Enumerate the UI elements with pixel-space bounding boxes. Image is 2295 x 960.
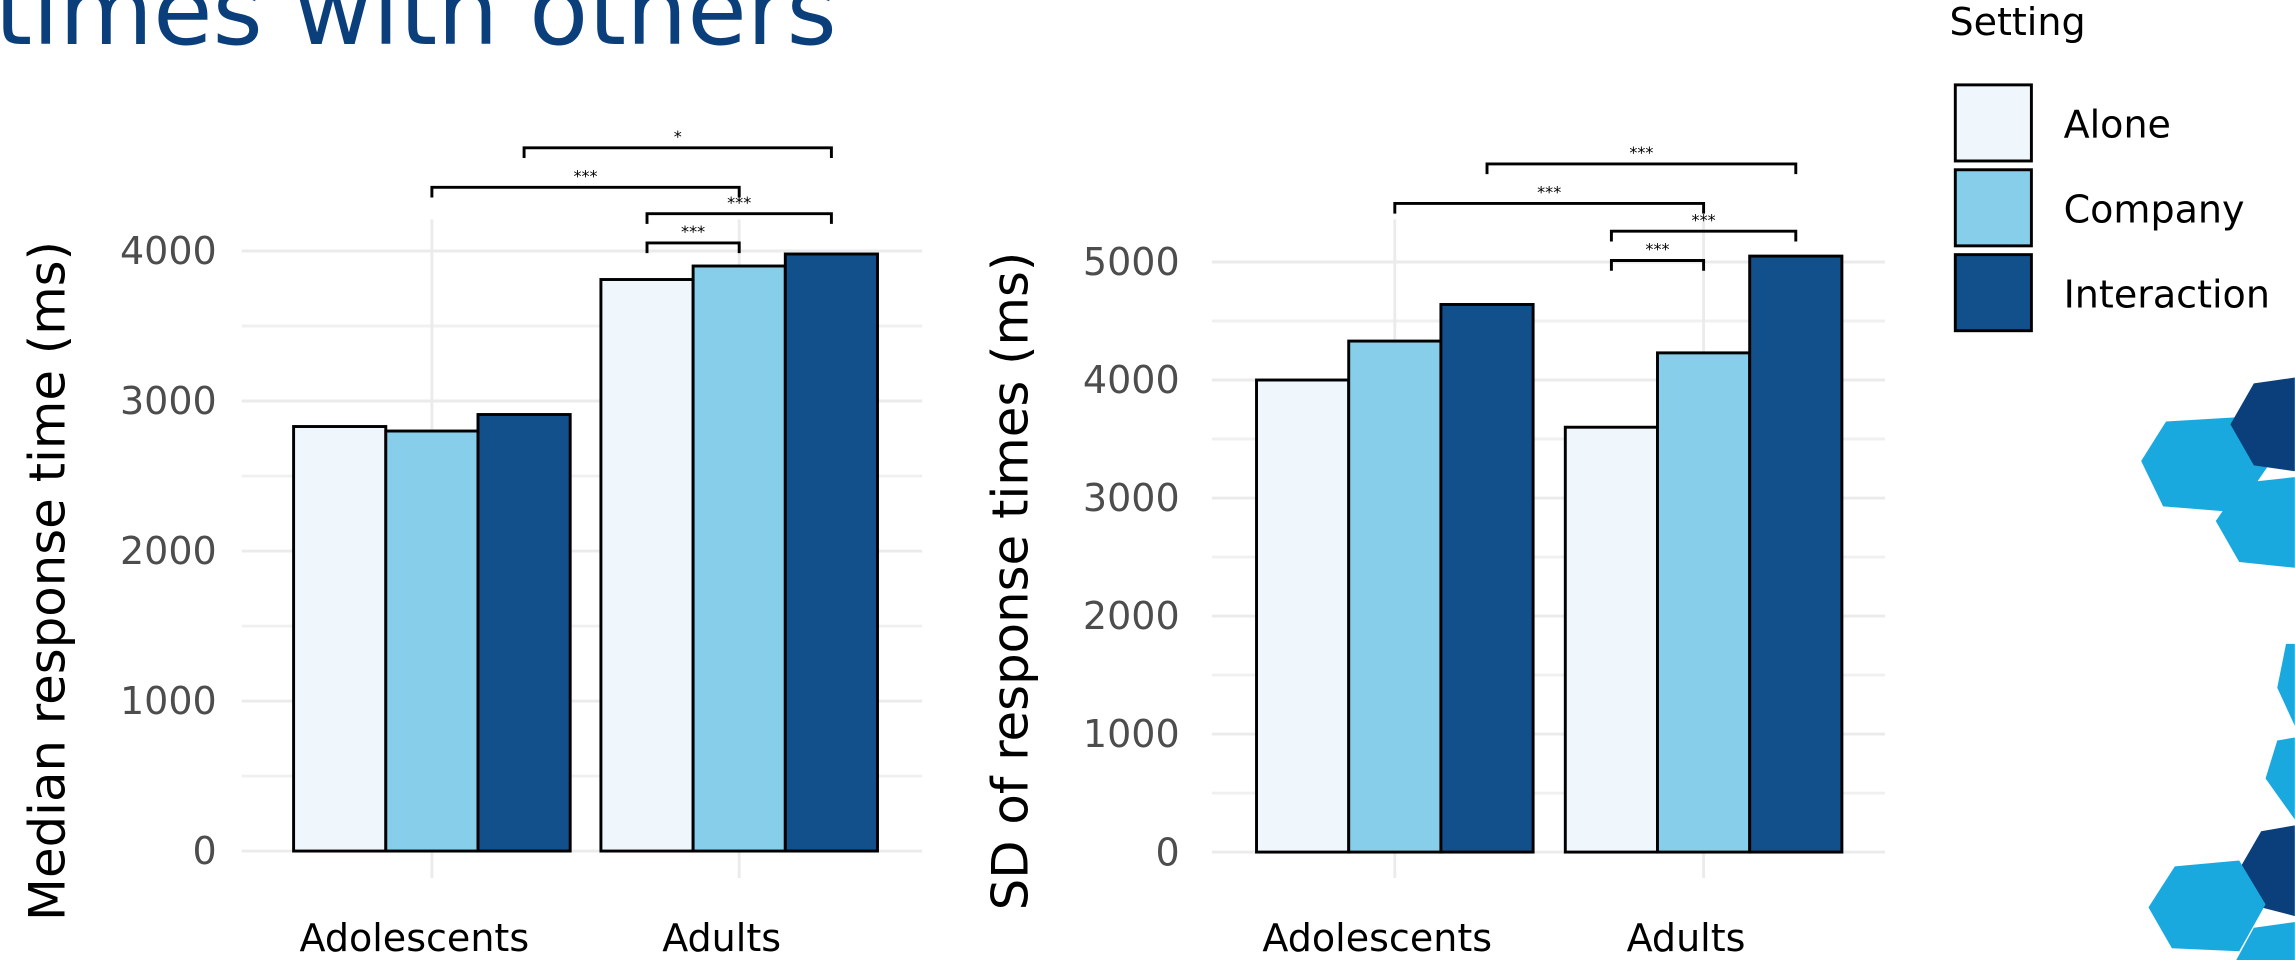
y-tick-label: 3000 (1083, 476, 1180, 520)
significance-bracket (645, 212, 833, 224)
bar: Interaction (1439, 303, 1535, 854)
bar (384, 429, 480, 853)
significance-label: *** (573, 166, 597, 185)
significance-label: *** (1645, 240, 1669, 259)
bar: Company (1347, 339, 1443, 854)
chart-panel: 0 1000 2000 3000 4000 Median response time (m… (19, 127, 923, 960)
bar (691, 264, 787, 853)
y-tick-label: 2000 (1083, 594, 1180, 638)
bar (476, 413, 572, 853)
significance-bracket (1609, 229, 1798, 242)
legend-swatch (1953, 168, 2033, 248)
significance-bracket (645, 241, 741, 254)
significance-label: *** (727, 193, 751, 212)
y-tick-label: 5000 (1083, 240, 1180, 284)
legend-label: Alone (2064, 103, 2171, 147)
bar: Interaction (1748, 254, 1844, 854)
y-tick-label: 3000 (120, 379, 217, 423)
significance-bracket (1393, 201, 1706, 214)
bar (783, 252, 879, 853)
significance-label: *** (681, 222, 705, 241)
bar (599, 278, 695, 853)
y-tick-label: 4000 (1083, 358, 1180, 402)
bar: Alone (1563, 425, 1659, 854)
legend-label: Company (2064, 187, 2245, 231)
x-tick-label: Adults (1627, 916, 1746, 960)
legend-label: Interaction (2064, 272, 2270, 316)
legend-swatch (1953, 83, 2033, 163)
bar: Alone (1255, 378, 1351, 854)
y-tick-label: 2000 (120, 529, 217, 573)
decoration (2141, 377, 2295, 960)
significance-label: *** (1537, 183, 1561, 202)
y-tick-label: 1000 (1083, 712, 1180, 756)
bar (292, 425, 388, 853)
bar: Company (1656, 351, 1752, 854)
y-tick-label: 0 (1155, 830, 1179, 874)
y-tick-label: 4000 (120, 229, 217, 273)
significance-label: *** (1692, 210, 1716, 229)
significance-label: *** (1629, 143, 1653, 162)
x-tick-label: Adults (662, 916, 781, 960)
y-axis-title: Median response time (ms) (19, 241, 77, 921)
legend-title: Setting (1949, 0, 2085, 44)
x-tick-label: Adolescents (299, 916, 529, 960)
significance-bracket (1485, 162, 1798, 175)
significance-bracket (522, 146, 833, 159)
x-tick-label: Adolescents (1262, 916, 1492, 960)
significance-bracket (1609, 259, 1706, 271)
y-tick-label: 0 (193, 829, 217, 873)
significance-label: * (674, 127, 682, 146)
legend-swatch (1953, 253, 2033, 333)
chart-panel: 0 1000 2000 3000 4000 5000 SD of response time… (982, 143, 1886, 960)
y-tick-label: 1000 (120, 679, 217, 723)
y-axis-title: SD of response times (ms) (982, 252, 1040, 911)
slide-title: times with others (0, 0, 837, 67)
significance-bracket (430, 185, 741, 198)
